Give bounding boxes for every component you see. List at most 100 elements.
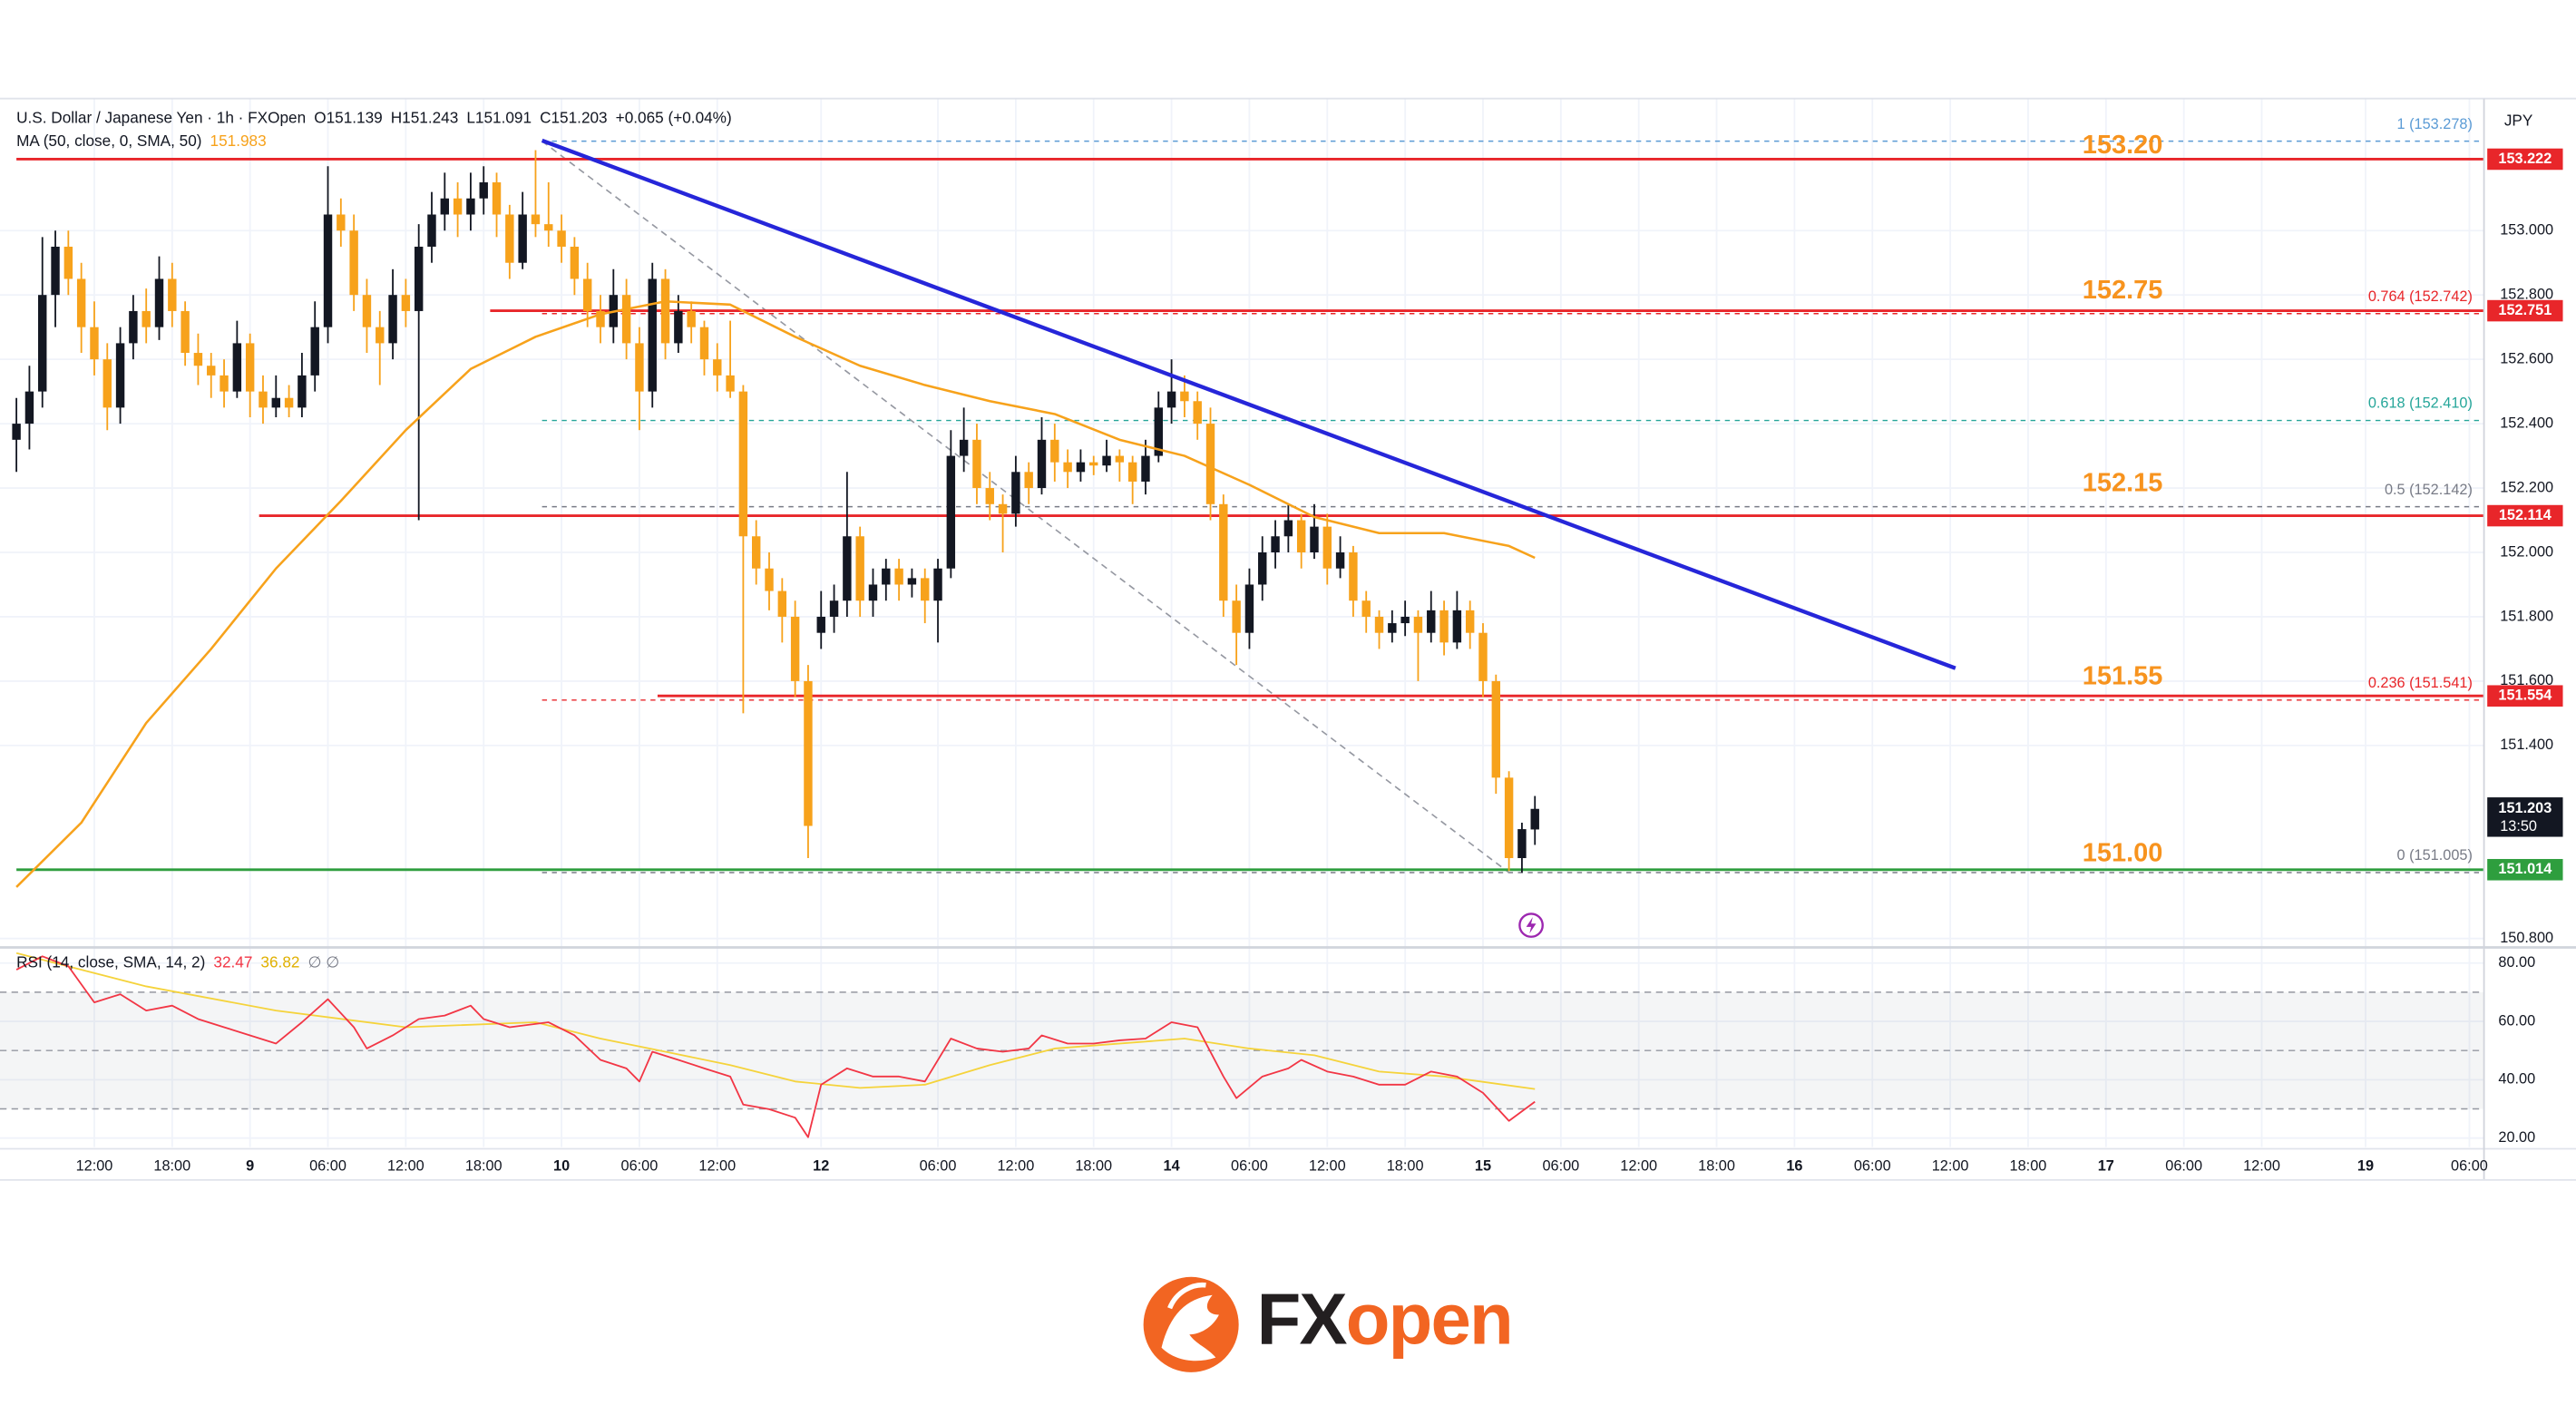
- candle-body: [959, 439, 969, 456]
- x-tick-label: 12:00: [1932, 1158, 1969, 1175]
- price-label-box: [2487, 859, 2563, 881]
- price-label: 152.114: [2499, 507, 2552, 523]
- logo-open: open: [1346, 1278, 1512, 1359]
- candle-body: [1102, 455, 1111, 466]
- candle-body: [518, 214, 527, 263]
- candle-body: [1517, 829, 1527, 859]
- candle-body: [168, 278, 177, 311]
- candle-body: [259, 391, 268, 408]
- ma-name: MA (50, close, 0, SMA, 50): [16, 131, 201, 149]
- x-tick-label: 12:00: [76, 1158, 113, 1175]
- candle-body: [1063, 462, 1072, 473]
- x-tick-label: 15: [1475, 1158, 1491, 1175]
- candle-body: [298, 375, 307, 408]
- candle-body: [1491, 680, 1501, 778]
- candle-body: [1244, 584, 1254, 633]
- rsi-value: 32.47: [213, 952, 252, 971]
- x-tick-label: 12:00: [387, 1158, 424, 1175]
- candle-body: [115, 343, 125, 408]
- logo-swirl: [1167, 1282, 1206, 1310]
- candle-body: [1166, 391, 1176, 408]
- candle-body: [1180, 391, 1189, 402]
- candle-body: [699, 327, 709, 360]
- candle-body: [154, 278, 164, 327]
- candle-body: [1050, 439, 1059, 463]
- candle-body: [790, 616, 800, 681]
- y-tick-label: 152.600: [2500, 350, 2553, 366]
- candle-body: [323, 214, 333, 327]
- x-tick-label: 12: [813, 1158, 829, 1175]
- x-tick-label: 06:00: [1854, 1158, 1891, 1175]
- candle-body: [1478, 632, 1488, 681]
- price-label-box: [2487, 148, 2563, 171]
- price-label-box: [2487, 299, 2563, 322]
- level-annotation: 153.20: [2083, 131, 2163, 160]
- candle-body: [1504, 777, 1514, 859]
- candle-body: [1452, 610, 1462, 643]
- fib-label: 0.618 (152.410): [2368, 395, 2473, 412]
- fib-label: 0.236 (151.541): [2368, 675, 2473, 691]
- candle-body: [921, 578, 930, 601]
- candle-body: [998, 503, 1008, 514]
- ma-value: 151.983: [210, 131, 267, 149]
- ohlc-change: +0.065 (+0.04%): [616, 108, 732, 126]
- price-label: 151.554: [2498, 688, 2552, 704]
- candle-body: [621, 295, 631, 344]
- candle-body: [24, 391, 34, 424]
- candle-body: [1322, 526, 1332, 569]
- candle-body: [38, 295, 47, 392]
- y-tick-label: 151.600: [2500, 672, 2553, 688]
- x-tick-label: 12:00: [997, 1158, 1034, 1175]
- candle-body: [388, 295, 397, 344]
- candle-body: [337, 214, 346, 231]
- candle-body: [362, 295, 372, 327]
- x-tick-label: 12:00: [2243, 1158, 2280, 1175]
- axes: 12:00 18:00 9 06:00 12:00 18:00 10 06:00 12:00 12…: [76, 116, 2563, 1175]
- candle-body: [1388, 623, 1397, 633]
- candle-body: [349, 230, 358, 296]
- rsi-tick-label: 40.00: [2498, 1071, 2535, 1088]
- x-tick-label: 12:00: [698, 1158, 736, 1175]
- candle-body: [76, 278, 86, 327]
- symbol-title: U.S. Dollar / Japanese Yen · 1h · FXOpen: [16, 108, 306, 126]
- event-icon-bolt: [1526, 917, 1537, 934]
- candle-body: [1154, 407, 1163, 456]
- fib-label: 0.764 (152.742): [2368, 288, 2473, 305]
- candle-body: [1232, 600, 1241, 633]
- price-label: 153.222: [2498, 151, 2552, 167]
- candle-body: [894, 568, 903, 585]
- candle-body: [440, 198, 450, 215]
- candle-body: [570, 246, 580, 279]
- candle-body: [284, 397, 294, 408]
- candle-body: [1335, 552, 1345, 569]
- candle-body: [1127, 462, 1137, 482]
- candle-body: [777, 590, 787, 617]
- candle-body: [868, 584, 878, 601]
- x-tick-label: 18:00: [2010, 1158, 2047, 1175]
- rsi-pane: [0, 950, 2484, 1147]
- candle-body: [1413, 616, 1423, 633]
- candle-body: [453, 198, 463, 215]
- header-line: U.S. Dollar / Japanese Yen · 1h · FXOpen…: [16, 108, 732, 126]
- rsi-tick-label: 60.00: [2498, 1012, 2535, 1029]
- candle-body: [1258, 552, 1267, 585]
- y-tick-label: 153.000: [2500, 222, 2553, 239]
- candle-body: [220, 375, 229, 392]
- x-tick-label: 14: [1164, 1158, 1180, 1175]
- y-tick-label: 151.400: [2500, 737, 2553, 753]
- candle-body: [1465, 610, 1475, 633]
- candle-body: [1427, 610, 1436, 633]
- candle-body: [1439, 610, 1449, 643]
- rsi-plot: [0, 951, 2484, 1138]
- candle-body: [531, 214, 541, 225]
- candle-body: [946, 455, 956, 569]
- candle-body: [635, 343, 644, 392]
- candle-body: [660, 278, 670, 344]
- rsi-line: [15, 955, 1536, 1138]
- candle-body: [1219, 503, 1228, 601]
- y-tick-label: 152.200: [2500, 479, 2553, 495]
- price-label-box: [2487, 504, 2563, 527]
- ohlc-close: C151.203: [540, 108, 608, 126]
- y-tick-label: 152.800: [2500, 287, 2553, 303]
- candle-body: [245, 343, 255, 392]
